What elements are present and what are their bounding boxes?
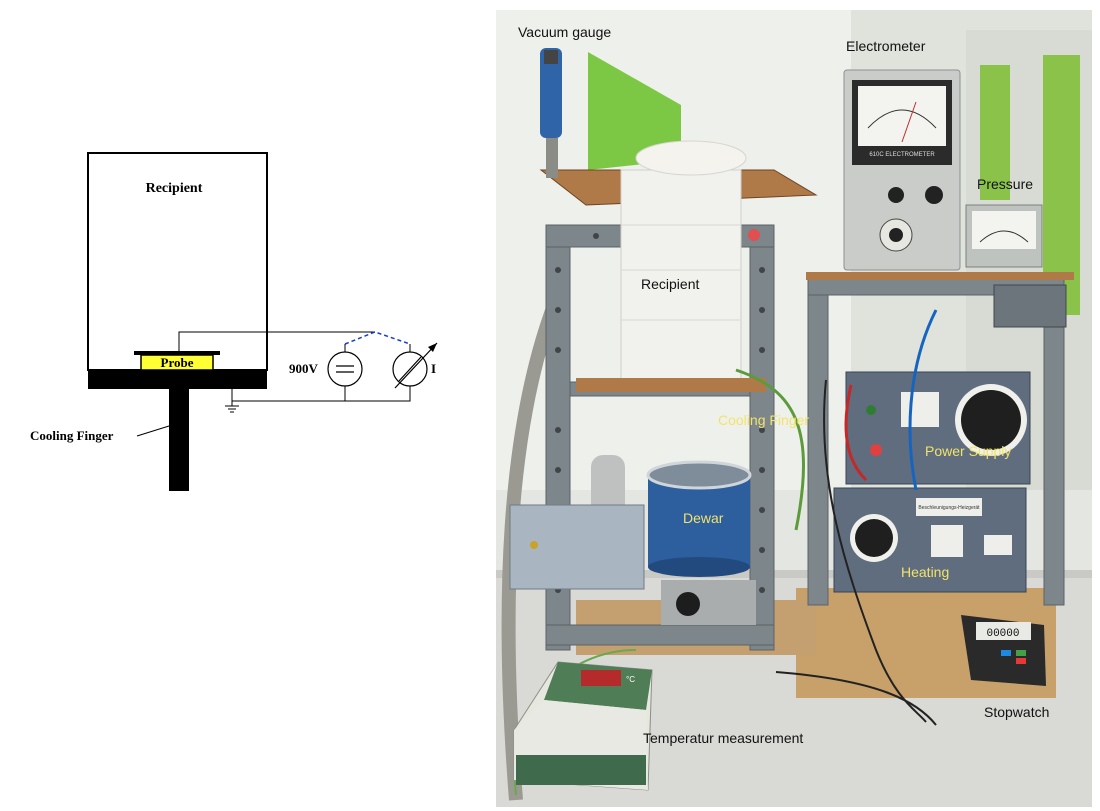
cooling-finger-pointer <box>136 425 170 437</box>
heating-panel-text: Beschleunigungs-Heizgerät <box>918 505 980 511</box>
label-cooling-finger: Cooling Finger <box>718 412 809 428</box>
schematic-diagram: Recipient Cooling Finger Probe 900V I <box>0 0 490 811</box>
dewar <box>646 460 752 577</box>
ground-icon <box>225 401 239 413</box>
base-plate <box>88 370 267 389</box>
switch-dashed <box>344 331 411 345</box>
stopwatch-display: 00000 <box>986 628 1019 640</box>
label-vacuum-gauge: Vacuum gauge <box>518 24 611 40</box>
schematic-svg: Recipient Cooling Finger Probe 900V I <box>30 152 438 491</box>
probe <box>140 354 214 371</box>
power-supply <box>845 371 1031 485</box>
label-pressure: Pressure <box>977 176 1033 192</box>
label-stopwatch: Stopwatch <box>984 704 1049 720</box>
current-label: I <box>431 361 436 376</box>
label-heating: Heating <box>901 564 949 580</box>
label-recipient: Recipient <box>641 276 699 292</box>
voltage-label: 900V <box>289 361 319 376</box>
thermometer-unit: °C <box>626 675 635 684</box>
pressure-gauge <box>965 204 1043 268</box>
heating-unit: Beschleunigungs-Heizgerät <box>833 487 1027 593</box>
temperature-device: °C <box>513 661 653 791</box>
label-power-supply: Power Supply <box>925 443 1011 459</box>
electrometer: 610C ELECTROMETER <box>843 69 961 271</box>
label-dewar: Dewar <box>683 510 724 526</box>
apparatus-svg: 610C ELECTROMETER Beschleunigungs <box>496 10 1092 807</box>
green-panel <box>588 52 681 170</box>
label-electrometer: Electrometer <box>846 38 926 54</box>
recipient-label: Recipient <box>146 181 203 196</box>
probe-wire <box>178 331 375 351</box>
voltage-source <box>327 351 363 387</box>
label-temperature-measurement: Temperatur measurement <box>643 730 803 746</box>
probe-label: Probe <box>161 355 194 370</box>
apparatus-photo: 610C ELECTROMETER Beschleunigungs <box>496 10 1092 807</box>
vacuum-gauge <box>540 48 562 178</box>
stopwatch: 00000 <box>961 615 1046 686</box>
recipient-chamber <box>87 152 268 371</box>
cooling-finger-label: Cooling Finger <box>30 428 114 443</box>
electrometer-brand: 610C ELECTROMETER <box>869 152 935 158</box>
probe-plate <box>134 351 220 355</box>
recipient-insulation <box>620 169 742 381</box>
ground-wire <box>231 386 346 402</box>
cooling-finger <box>169 389 189 491</box>
